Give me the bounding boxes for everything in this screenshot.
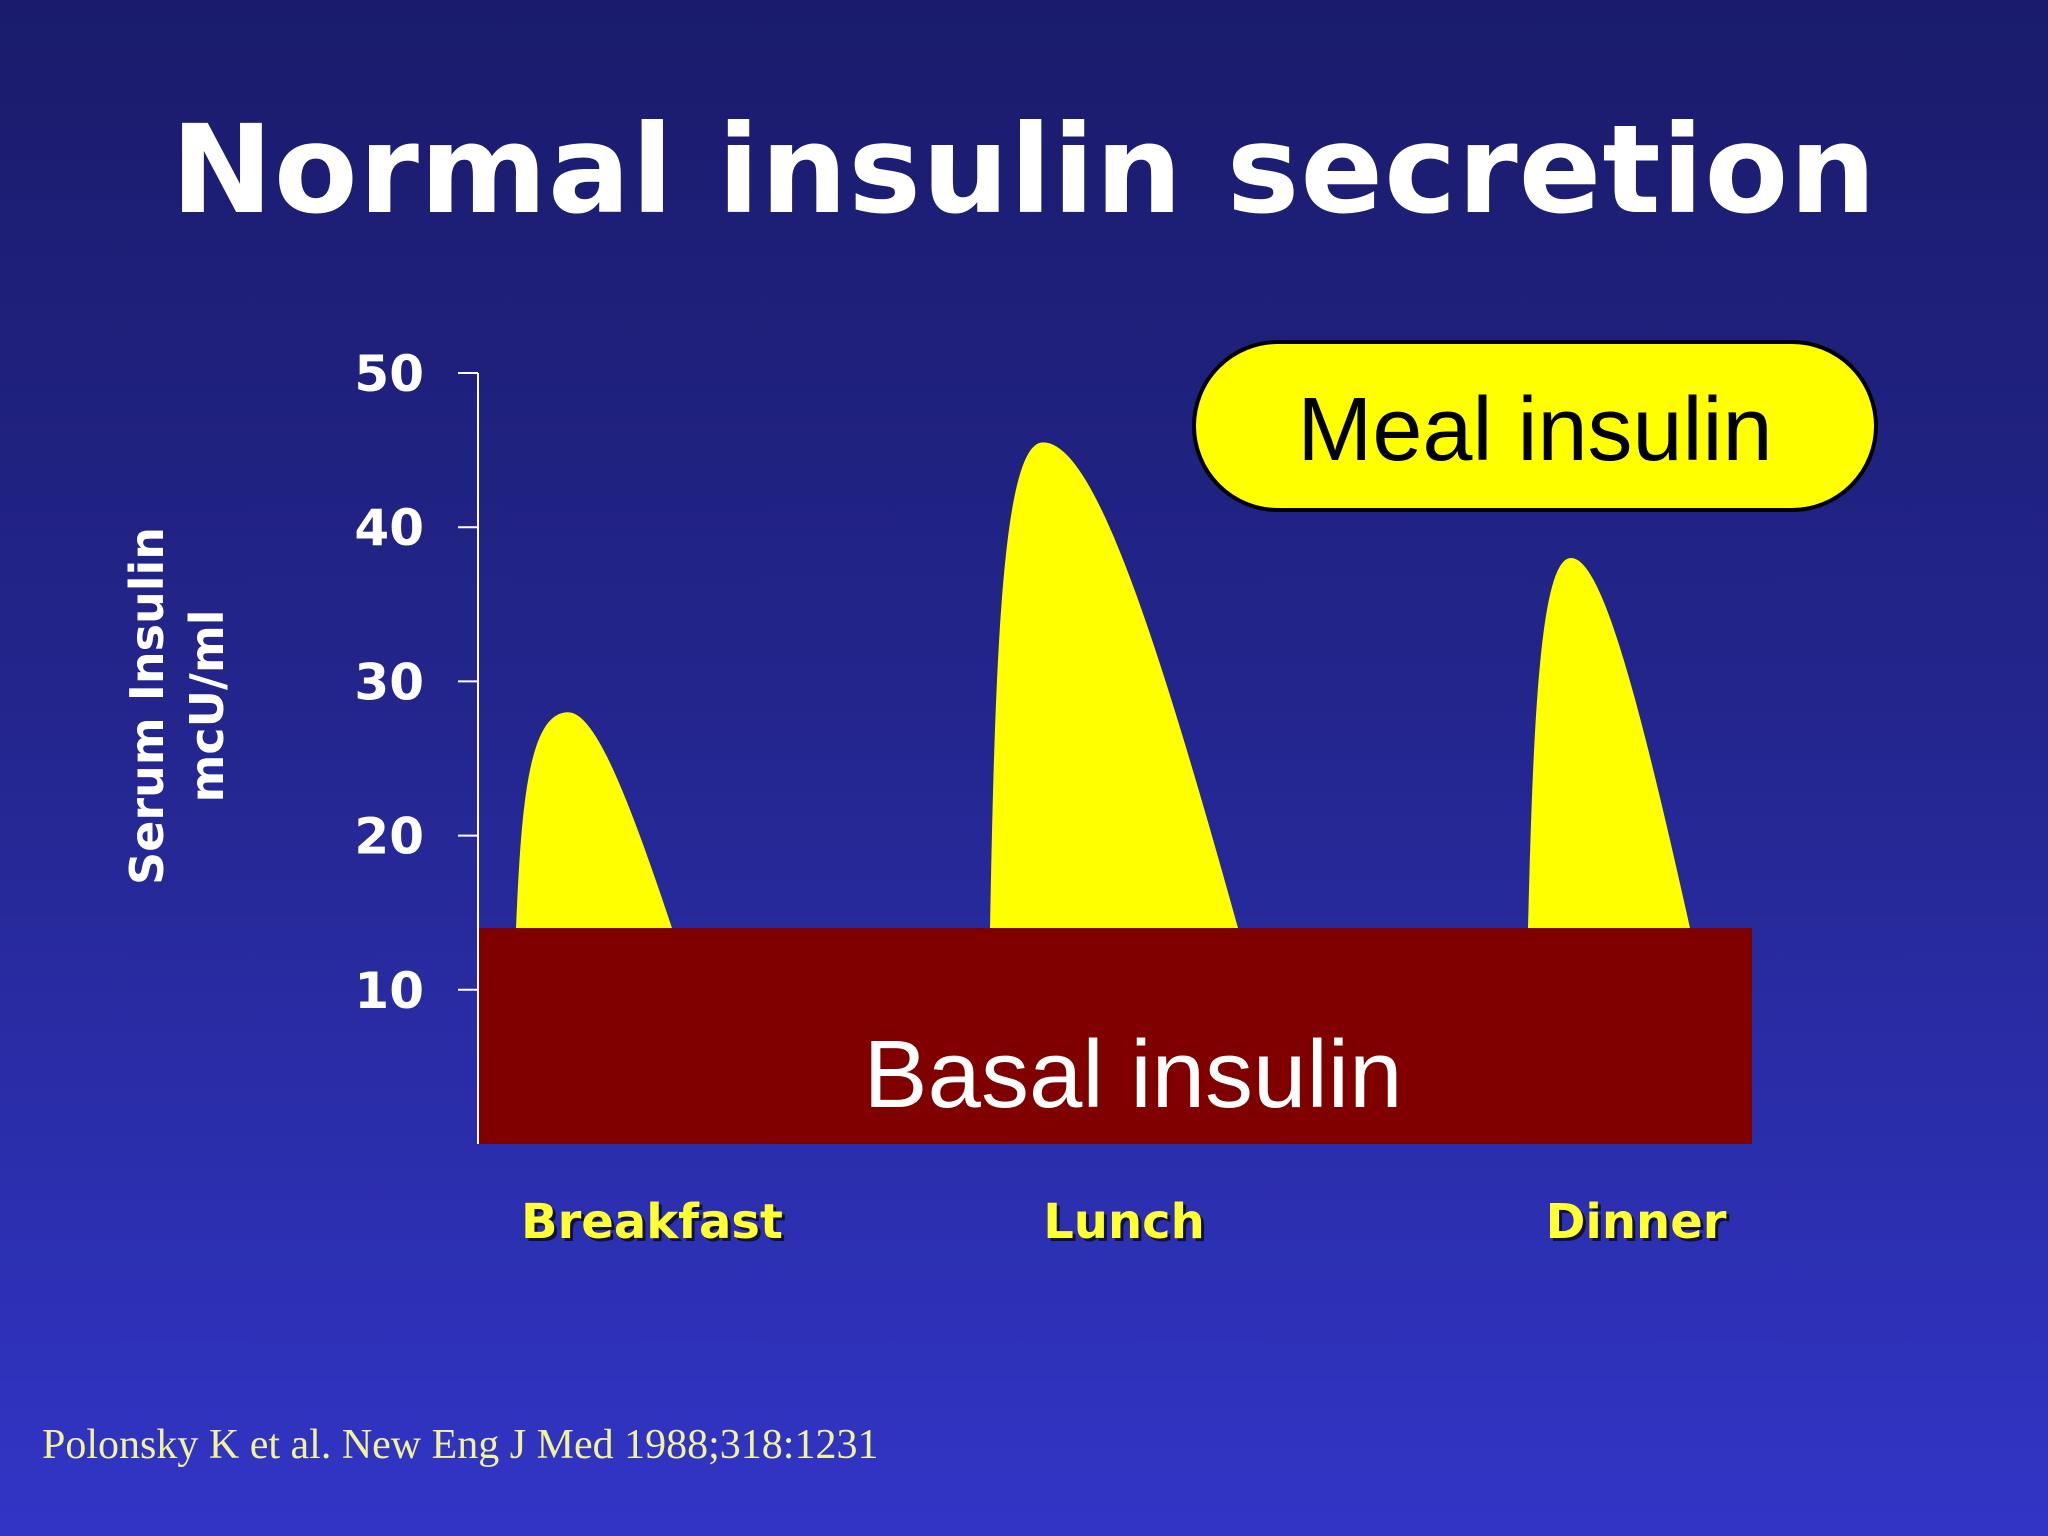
y-axis-unit-label: mcU/ml <box>180 609 234 802</box>
y-tick-label: 30 <box>354 653 424 711</box>
meal-time-label-shadow: Lunch <box>1046 1197 1208 1253</box>
meal-time-label-lunch: Lunch <box>1043 1194 1205 1250</box>
y-axis-label: Serum Insulin <box>120 527 174 885</box>
slide-title: Normal insulin secretion <box>170 99 1878 241</box>
meal-peak-breakfast <box>516 712 672 929</box>
y-tick-label: 50 <box>354 345 424 403</box>
meal-insulin-legend: Meal insulin <box>1192 340 1878 512</box>
meal-time-label-shadow: Breakfast <box>524 1197 786 1253</box>
meal-time-label-dinner: Dinner <box>1546 1194 1727 1250</box>
basal-insulin-label: Basal insulin <box>864 1021 1403 1128</box>
y-tick-label: 40 <box>354 499 424 557</box>
citation: Polonsky K et al. New Eng J Med 1988;318… <box>42 1422 879 1468</box>
basal-insulin-bar <box>478 928 1752 1144</box>
y-axis-ticks: 10 20 30 40 50 <box>354 345 478 1020</box>
meal-time-label-shadow: Dinner <box>1549 1197 1730 1253</box>
meal-time-label-breakfast: Breakfast <box>521 1194 783 1250</box>
meal-insulin-legend-box <box>1192 340 1878 512</box>
meal-peak-lunch <box>990 442 1238 929</box>
y-tick-label: 10 <box>354 962 424 1020</box>
meal-insulin-peaks <box>516 442 1690 929</box>
y-tick-label: 20 <box>354 808 424 866</box>
meal-peak-dinner <box>1528 558 1690 929</box>
meal-insulin-legend-label: Meal insulin <box>1297 380 1772 480</box>
